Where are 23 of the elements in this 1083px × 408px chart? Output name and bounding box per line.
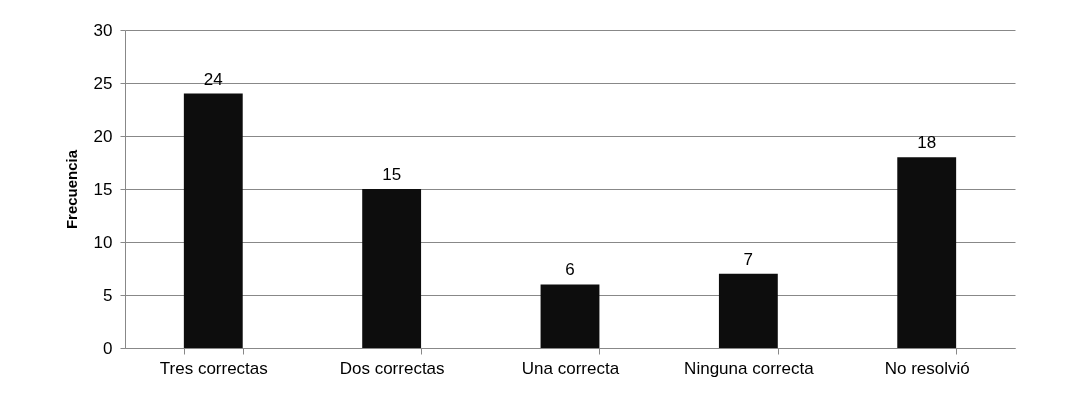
y-tick-label: 25 xyxy=(93,73,113,93)
y-tick-label: 20 xyxy=(93,126,113,146)
data-label: 24 xyxy=(203,69,223,89)
y-tick-label: 30 xyxy=(93,20,113,40)
data-label: 7 xyxy=(743,249,754,269)
data-label: 18 xyxy=(917,133,937,153)
x-tick-label: Una correcta xyxy=(521,358,620,378)
data-label: 6 xyxy=(565,260,575,280)
bar xyxy=(897,157,957,348)
y-tick-label: 15 xyxy=(93,179,113,199)
y-axis-title: Frecuencia xyxy=(62,149,80,230)
y-tick-label: 0 xyxy=(103,338,113,358)
x-tick-label: Dos correctas xyxy=(339,358,445,378)
bar xyxy=(183,93,243,348)
bar xyxy=(718,273,778,348)
x-tick-label: No resolvió xyxy=(884,358,970,378)
x-tick-label: Ninguna correcta xyxy=(684,358,815,378)
bar xyxy=(362,189,422,348)
data-label: 15 xyxy=(382,165,402,184)
x-tick-label: Tres correctas xyxy=(159,358,268,378)
bar xyxy=(540,284,600,348)
y-tick-label: 5 xyxy=(103,285,113,305)
y-tick-label: 10 xyxy=(93,232,113,252)
